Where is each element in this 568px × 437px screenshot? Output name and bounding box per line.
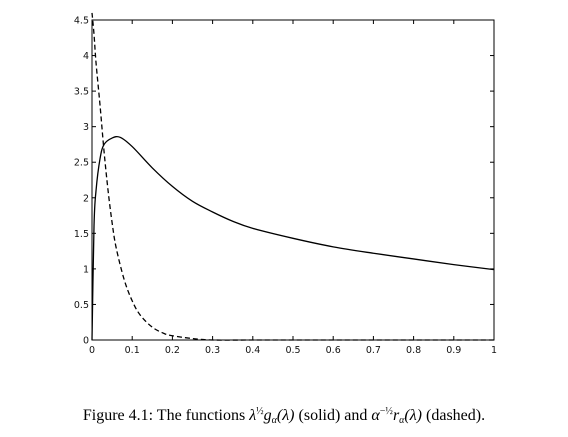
caption-dashed-note: (dashed).: [422, 407, 485, 424]
y-tick-label: 0: [83, 336, 89, 347]
y-tick-label: 1: [83, 264, 89, 275]
y-tick-label: 2.5: [74, 158, 89, 169]
y-tick-label: 1.5: [74, 229, 89, 240]
y-tick-label: 2: [83, 193, 89, 204]
figure-caption: Figure 4.1: The functions λ½gα(λ) (solid…: [0, 402, 568, 431]
y-tick-label: 3: [83, 122, 89, 133]
x-tick-label: 0.7: [366, 345, 381, 356]
axes-frame: [92, 20, 494, 340]
x-tick-label: 0.1: [125, 345, 140, 356]
y-tick-label: 3.5: [74, 87, 89, 98]
series-layer: [92, 13, 494, 340]
caption-dashed-func: α−½rα(λ): [371, 407, 422, 424]
y-tick-label: 4.5: [74, 16, 89, 27]
x-tick-label: 0.8: [406, 345, 421, 356]
caption-prefix: Figure 4.1: The functions: [83, 407, 249, 424]
plot-area: 0 0.1 0.2 0.3 0.4 0.5 0.6 0.7 0.8 0.9 1 0 0.5 1 1.5 2 2.…: [0, 0, 568, 400]
x-tick-label: 0.3: [205, 345, 220, 356]
x-tick-label: 1: [491, 345, 497, 356]
y-tick-label: 0.5: [74, 300, 89, 311]
x-tick-label: 0.4: [245, 345, 260, 356]
x-tick-label: 0.6: [326, 345, 341, 356]
x-tick-label: 0.2: [165, 345, 180, 356]
caption-solid-func: λ½gα(λ): [249, 407, 294, 424]
y-tick-label: 4: [83, 51, 89, 62]
x-tick-label: 0.9: [446, 345, 461, 356]
x-tick-label: 0: [89, 345, 95, 356]
caption-solid-note: (solid) and: [295, 407, 372, 424]
axis-ticks: 0 0.1 0.2 0.3 0.4 0.5 0.6 0.7 0.8 0.9 1 0 0.5 1 1.5 2 2.…: [74, 16, 497, 357]
x-tick-label: 0.5: [285, 345, 300, 356]
series-dashed-line: [92, 13, 494, 340]
series-solid-line: [92, 137, 494, 340]
